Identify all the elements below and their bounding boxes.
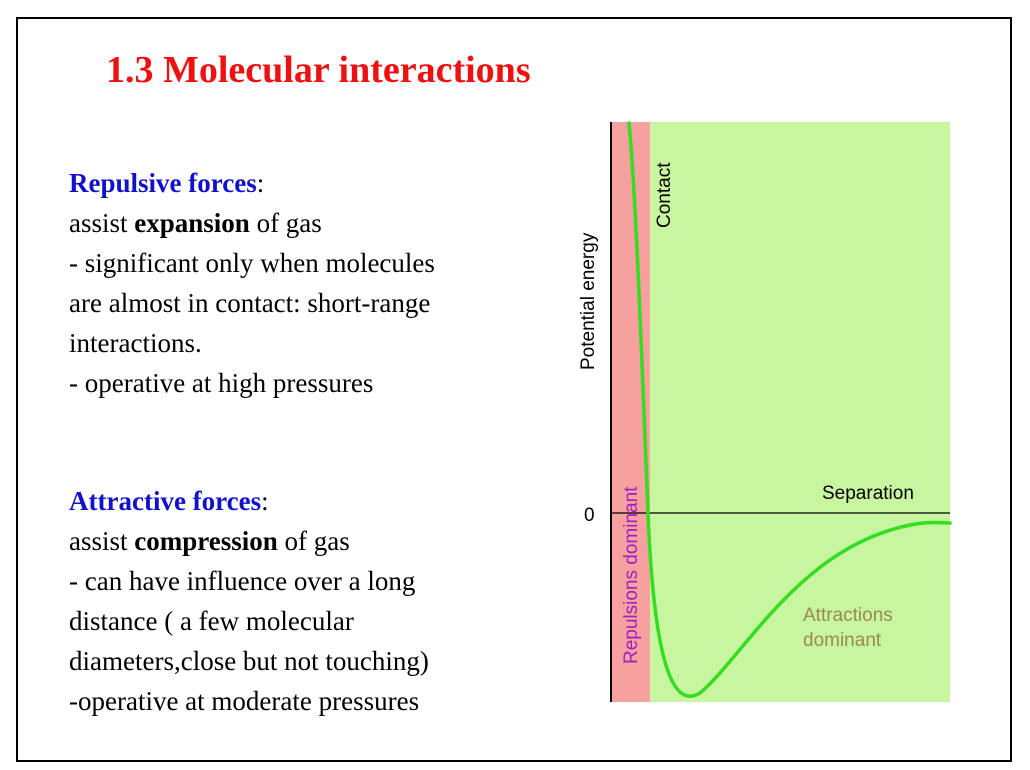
attractive-heading-line: Attractive forces: xyxy=(69,481,539,521)
separation-label: Separation xyxy=(822,483,914,504)
repulsive-line-5: - operative at high pressures xyxy=(69,368,374,398)
y-axis-label: Potential energy xyxy=(578,232,599,370)
attractive-line-1: assist compression of gas xyxy=(69,521,539,561)
repulsive-line-1-bold: expansion xyxy=(134,208,250,238)
attraction-region xyxy=(650,122,950,702)
attractive-line-4: diameters,close but not touching) xyxy=(69,646,429,676)
attractive-forces-block: Attractive forces: assist compression of… xyxy=(69,481,539,721)
repulsive-heading-line: Repulsive forces: xyxy=(69,163,539,203)
attractive-colon: : xyxy=(261,486,269,516)
potential-energy-curve xyxy=(627,121,952,698)
contact-label: Contact xyxy=(654,162,675,228)
repulsive-heading: Repulsive forces xyxy=(69,168,257,198)
attractive-line-2: - can have influence over a long xyxy=(69,566,416,596)
repulsive-line-1: assist expansion of gas xyxy=(69,203,539,243)
repulsive-line-2: - significant only when molecules xyxy=(69,248,435,278)
zero-label: 0 xyxy=(584,505,595,526)
repulsive-line-4: interactions. xyxy=(69,328,202,358)
repulsive-colon: : xyxy=(256,168,265,198)
slide-title: 1.3 Molecular interactions xyxy=(106,49,531,91)
attractive-line-1-bold: compression xyxy=(134,526,278,556)
attractive-line-5: -operative at moderate pressures xyxy=(69,686,420,716)
attractions-label-line-2: dominant xyxy=(803,630,882,651)
attractions-label-line-1: Attractions xyxy=(803,605,893,626)
repulsive-line-1-pre: assist xyxy=(69,208,135,238)
attractive-heading: Attractive forces xyxy=(69,486,262,516)
attractive-line-3: distance ( a few molecular xyxy=(69,606,354,636)
repulsions-dominant-label: Repulsions dominant xyxy=(621,486,642,664)
attractive-line-1-post: of gas xyxy=(277,526,350,556)
repulsive-line-1-post: of gas xyxy=(249,208,322,238)
attractive-line-1-pre: assist xyxy=(69,526,135,556)
repulsive-forces-block: Repulsive forces: assist expansion of ga… xyxy=(69,163,539,403)
potential-energy-diagram: Potential energy Contact Repulsions domi… xyxy=(578,121,952,702)
repulsive-line-3: are almost in contact: short-range xyxy=(69,288,431,318)
